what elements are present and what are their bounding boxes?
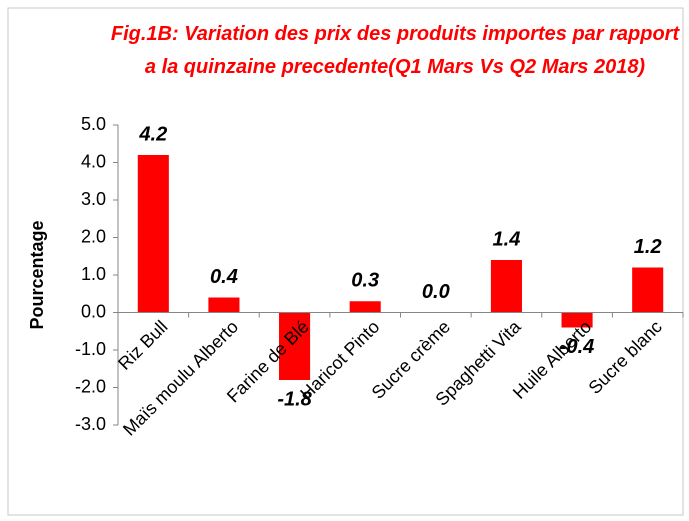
x-tick-label: Riz Bull <box>114 317 171 374</box>
y-tick-label: 1.0 <box>81 264 106 284</box>
value-label: 0.4 <box>210 266 238 288</box>
chart-title: Fig.1B: Variation des prix des produits … <box>110 23 680 78</box>
y-tick-label: 5.0 <box>81 114 106 134</box>
value-label: 0.0 <box>422 281 450 303</box>
value-label: -0.4 <box>560 336 594 358</box>
y-tick-label: 3.0 <box>81 189 106 209</box>
y-tick-label: 0.0 <box>81 301 106 321</box>
y-tick-label: 2.0 <box>81 226 106 246</box>
y-tick-label: 4.0 <box>81 151 106 171</box>
bar <box>349 301 381 313</box>
x-tick-label: Sucre blanc <box>585 317 666 398</box>
value-label: 4.2 <box>138 123 167 145</box>
value-label: -1.8 <box>277 388 312 410</box>
y-tick-label: -2.0 <box>75 376 106 396</box>
value-label: 0.3 <box>351 270 379 292</box>
bar <box>137 155 169 313</box>
bar <box>632 267 664 313</box>
value-label: 1.2 <box>634 236 662 258</box>
y-tick-label: -1.0 <box>75 339 106 359</box>
chart-border <box>7 7 684 516</box>
bar <box>208 297 240 313</box>
bar <box>490 260 522 313</box>
y-tick-label: -3.0 <box>75 414 106 434</box>
y-axis-label: Pourcentage <box>27 220 47 329</box>
x-tick-label: Maïs moulu Alberto <box>119 317 242 440</box>
value-label: 1.4 <box>493 228 521 250</box>
bar <box>561 312 593 328</box>
bar <box>279 312 311 380</box>
